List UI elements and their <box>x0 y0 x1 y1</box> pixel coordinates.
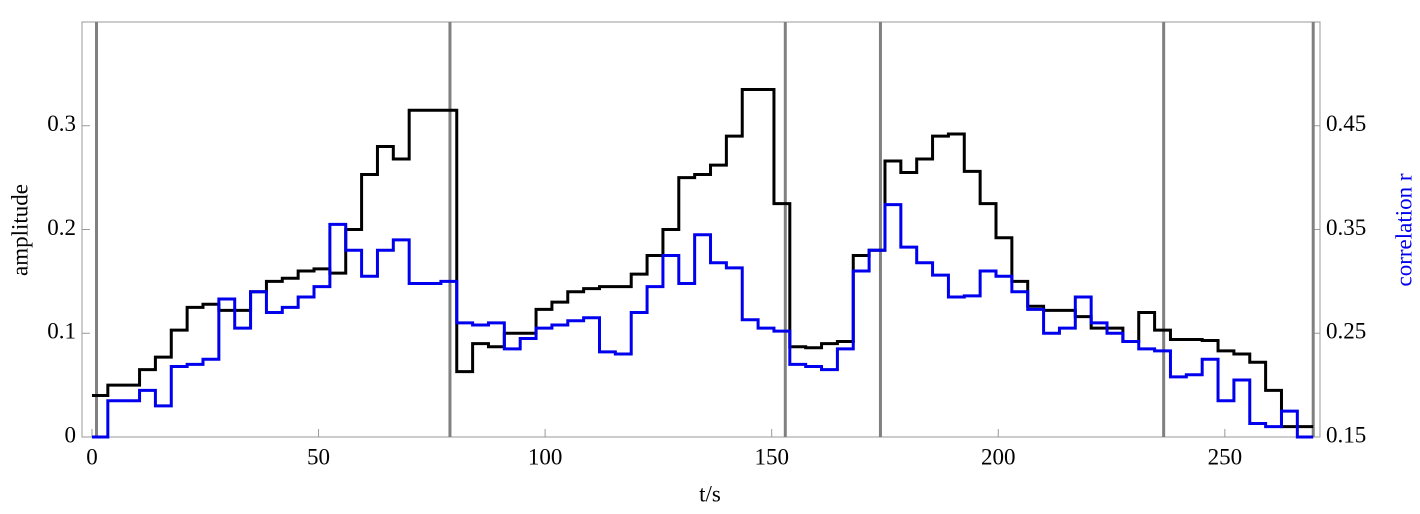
data-line <box>91 203 1314 439</box>
x-tick-label: 150 <box>754 444 789 469</box>
y2-tick-label: 0.35 <box>1326 215 1366 240</box>
y2-axis-label: correlation r <box>1391 173 1416 286</box>
y2-tick-label: 0.15 <box>1326 422 1366 447</box>
x-tick-label: 100 <box>528 444 563 469</box>
x-tick-label: 0 <box>86 444 98 469</box>
x-tick-label: 250 <box>1208 444 1243 469</box>
y-tick-label: 0 <box>65 422 77 447</box>
y-tick-label: 0.1 <box>47 319 76 344</box>
y-tick-label: 0.3 <box>47 111 76 136</box>
y2-tick-label: 0.25 <box>1326 319 1366 344</box>
y2-tick-label: 0.45 <box>1326 111 1366 136</box>
x-tick-label: 200 <box>981 444 1016 469</box>
plot-frame <box>81 21 1321 438</box>
y-tick-label: 0.2 <box>47 215 76 240</box>
x-axis-label: t/s <box>699 481 721 506</box>
y-axis-label: amplitude <box>7 184 32 276</box>
x-tick-label: 50 <box>307 444 330 469</box>
data-line <box>91 87 1314 429</box>
